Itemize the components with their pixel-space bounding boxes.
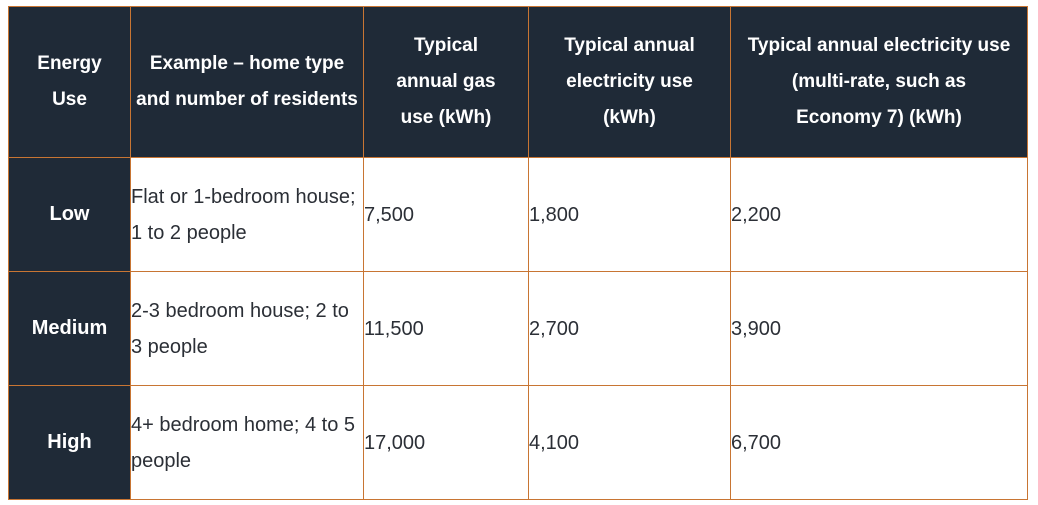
header-gas-use: Typical annual gas use (kWh) bbox=[363, 6, 529, 158]
table-header: Energy Use Example – home type and numbe… bbox=[8, 6, 1028, 158]
header-electricity-use: Typical annual electricity use (kWh) bbox=[528, 6, 731, 158]
row-example-cell: 4+ bedroom home; 4 to 5 people bbox=[130, 385, 364, 500]
row-level-label: High bbox=[8, 385, 131, 500]
energy-use-table: Energy Use Example – home type and numbe… bbox=[8, 6, 1028, 500]
row-multi-rate-cell: 2,200 bbox=[730, 157, 1028, 272]
row-gas-cell: 7,500 bbox=[363, 157, 529, 272]
header-energy-use: Energy Use bbox=[8, 6, 131, 158]
row-gas-cell: 11,500 bbox=[363, 271, 529, 386]
row-gas-cell: 17,000 bbox=[363, 385, 529, 500]
header-multi-rate-use: Typical annual electricity use (multi-ra… bbox=[730, 6, 1028, 158]
header-example-home: Example – home type and number of reside… bbox=[130, 6, 364, 158]
table-row: High 4+ bedroom home; 4 to 5 people 17,0… bbox=[8, 385, 1028, 500]
table-body: Low Flat or 1-bedroom house; 1 to 2 peop… bbox=[8, 157, 1028, 500]
row-level-label: Medium bbox=[8, 271, 131, 386]
row-example-cell: 2-3 bedroom house; 2 to 3 people bbox=[130, 271, 364, 386]
row-multi-rate-cell: 6,700 bbox=[730, 385, 1028, 500]
header-row: Energy Use Example – home type and numbe… bbox=[8, 6, 1028, 158]
row-level-label: Low bbox=[8, 157, 131, 272]
row-example-cell: Flat or 1-bedroom house; 1 to 2 people bbox=[130, 157, 364, 272]
row-multi-rate-cell: 3,900 bbox=[730, 271, 1028, 386]
table-row: Low Flat or 1-bedroom house; 1 to 2 peop… bbox=[8, 157, 1028, 272]
row-electricity-cell: 2,700 bbox=[528, 271, 731, 386]
table-row: Medium 2-3 bedroom house; 2 to 3 people … bbox=[8, 271, 1028, 386]
row-electricity-cell: 1,800 bbox=[528, 157, 731, 272]
row-electricity-cell: 4,100 bbox=[528, 385, 731, 500]
